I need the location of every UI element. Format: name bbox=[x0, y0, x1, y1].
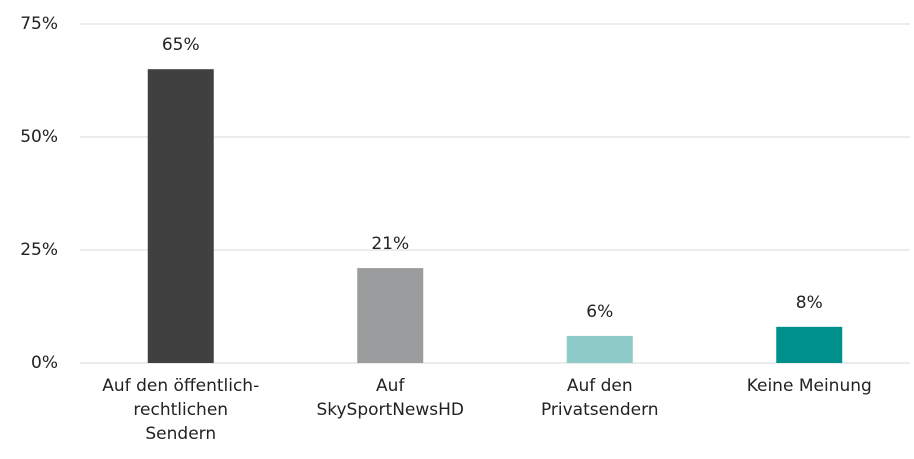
y-tick-label: 75% bbox=[20, 14, 58, 34]
value-label: 8% bbox=[796, 293, 823, 313]
x-tick-label: Auf den öffentlich- rechtlichen Sendern bbox=[102, 376, 260, 444]
y-tick-label: 25% bbox=[20, 240, 58, 260]
value-label: 65% bbox=[162, 35, 200, 55]
bar bbox=[147, 69, 214, 363]
y-tick-label: 50% bbox=[20, 127, 58, 147]
bar bbox=[776, 326, 843, 363]
bar bbox=[357, 268, 424, 363]
x-tick-label: Auf den Privatsendern bbox=[540, 376, 659, 420]
y-tick-label: 0% bbox=[31, 353, 58, 373]
x-tick-label: Keine Meinung bbox=[746, 376, 872, 396]
value-label: 21% bbox=[371, 234, 409, 254]
value-label: 6% bbox=[586, 302, 613, 322]
x-tick-label: Auf SkySportNewsHD bbox=[316, 376, 465, 420]
bar bbox=[566, 335, 633, 363]
